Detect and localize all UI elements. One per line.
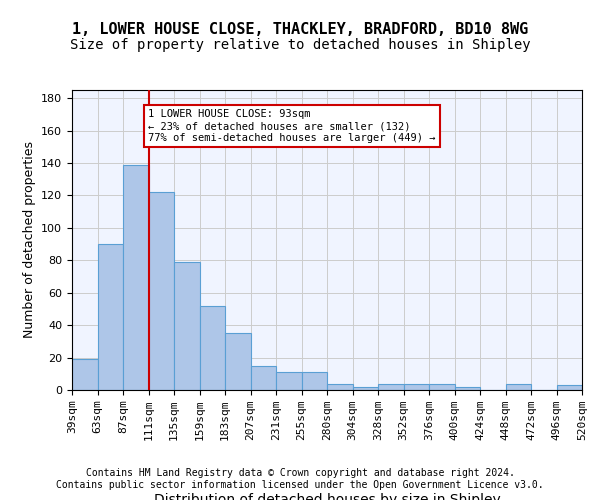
Bar xyxy=(225,333,251,390)
Bar xyxy=(302,372,327,390)
Bar xyxy=(174,262,199,390)
Bar xyxy=(72,359,97,390)
Y-axis label: Number of detached properties: Number of detached properties xyxy=(23,142,35,338)
Bar xyxy=(557,385,582,390)
Text: Size of property relative to detached houses in Shipley: Size of property relative to detached ho… xyxy=(70,38,530,52)
Text: Contains HM Land Registry data © Crown copyright and database right 2024.: Contains HM Land Registry data © Crown c… xyxy=(86,468,514,477)
Bar xyxy=(149,192,174,390)
Text: 1 LOWER HOUSE CLOSE: 93sqm
← 23% of detached houses are smaller (132)
77% of sem: 1 LOWER HOUSE CLOSE: 93sqm ← 23% of deta… xyxy=(149,110,436,142)
Bar xyxy=(251,366,276,390)
Bar xyxy=(97,244,123,390)
Bar xyxy=(505,384,531,390)
Text: Contains public sector information licensed under the Open Government Licence v3: Contains public sector information licen… xyxy=(56,480,544,490)
Text: 1, LOWER HOUSE CLOSE, THACKLEY, BRADFORD, BD10 8WG: 1, LOWER HOUSE CLOSE, THACKLEY, BRADFORD… xyxy=(72,22,528,38)
Bar xyxy=(327,384,353,390)
Bar xyxy=(404,384,429,390)
X-axis label: Distribution of detached houses by size in Shipley: Distribution of detached houses by size … xyxy=(154,493,500,500)
Bar xyxy=(455,387,480,390)
Bar xyxy=(199,306,225,390)
Bar xyxy=(429,384,455,390)
Bar xyxy=(378,384,404,390)
Bar xyxy=(353,387,378,390)
Bar xyxy=(123,164,149,390)
Bar xyxy=(276,372,302,390)
